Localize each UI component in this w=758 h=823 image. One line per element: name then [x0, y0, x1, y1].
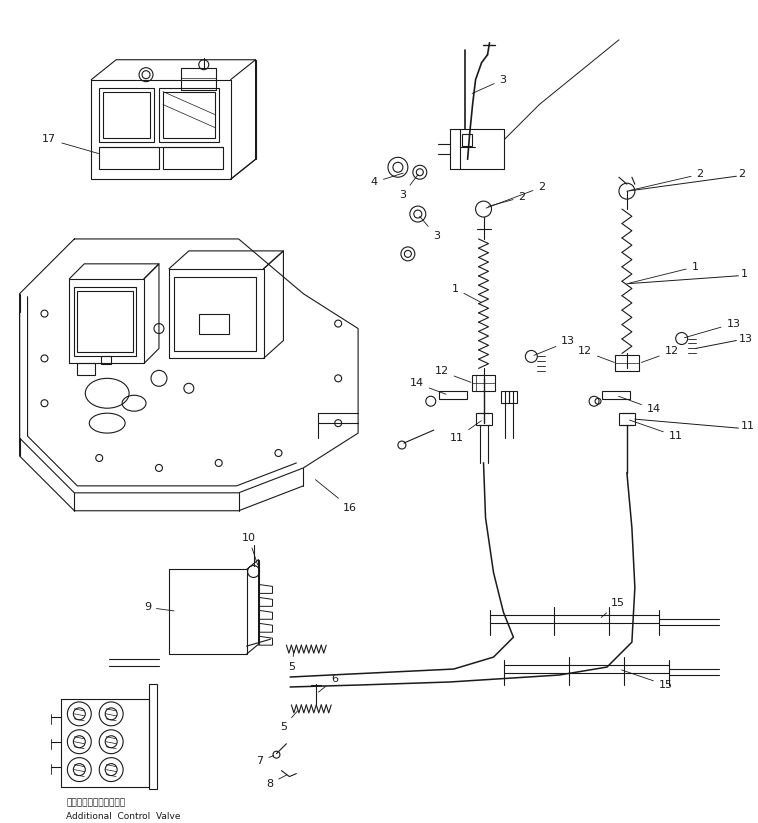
Bar — [99, 147, 159, 170]
Bar — [149, 684, 157, 788]
Bar — [74, 286, 136, 356]
Bar — [99, 87, 154, 142]
Bar — [163, 147, 223, 170]
Text: 15: 15 — [601, 598, 625, 617]
Text: 12: 12 — [434, 366, 471, 383]
Bar — [502, 391, 509, 403]
Bar — [174, 277, 255, 351]
Text: 1: 1 — [630, 262, 699, 283]
Text: 7: 7 — [256, 756, 274, 765]
Text: 9: 9 — [144, 602, 174, 612]
Bar — [103, 91, 150, 138]
Text: 13: 13 — [684, 319, 741, 337]
Bar — [471, 375, 496, 391]
Bar — [615, 356, 639, 371]
Text: 12: 12 — [641, 346, 679, 362]
Text: Additional  Control  Valve: Additional Control Valve — [67, 812, 181, 821]
Bar — [619, 413, 635, 425]
Bar — [181, 67, 216, 90]
Bar — [475, 413, 491, 425]
Bar — [77, 364, 96, 375]
Text: 11: 11 — [630, 420, 683, 441]
Text: 17: 17 — [42, 134, 99, 154]
Text: 5: 5 — [288, 652, 295, 672]
Text: 2: 2 — [488, 192, 525, 207]
Bar — [439, 391, 467, 399]
Text: 14: 14 — [409, 379, 446, 394]
Text: 2: 2 — [630, 170, 703, 191]
Bar — [199, 314, 229, 333]
Text: 6: 6 — [318, 674, 338, 692]
Text: 13: 13 — [534, 337, 575, 356]
Text: 11: 11 — [741, 421, 754, 431]
Text: 4: 4 — [371, 173, 403, 187]
Bar — [602, 391, 630, 399]
Bar — [462, 134, 471, 146]
Bar — [159, 87, 219, 142]
Text: 10: 10 — [242, 532, 258, 565]
Text: 15: 15 — [622, 670, 673, 690]
Bar — [509, 391, 518, 403]
Text: 1: 1 — [741, 269, 747, 279]
Bar — [102, 356, 111, 365]
Bar — [77, 291, 133, 352]
Text: 2: 2 — [486, 182, 546, 208]
Text: 1: 1 — [452, 284, 481, 302]
Text: 11: 11 — [449, 421, 481, 443]
Text: 3: 3 — [472, 75, 506, 94]
Text: 12: 12 — [578, 346, 614, 362]
Text: 5: 5 — [280, 711, 297, 732]
Text: 2: 2 — [738, 170, 746, 179]
Text: 3: 3 — [420, 216, 440, 241]
Text: 8: 8 — [266, 775, 287, 788]
Text: 13: 13 — [738, 333, 753, 343]
Text: 3: 3 — [399, 174, 418, 200]
Text: 14: 14 — [619, 396, 661, 414]
Text: 増設コントロールバルブ: 増設コントロールバルブ — [67, 798, 126, 807]
Text: 16: 16 — [315, 480, 357, 513]
Bar — [163, 91, 215, 138]
